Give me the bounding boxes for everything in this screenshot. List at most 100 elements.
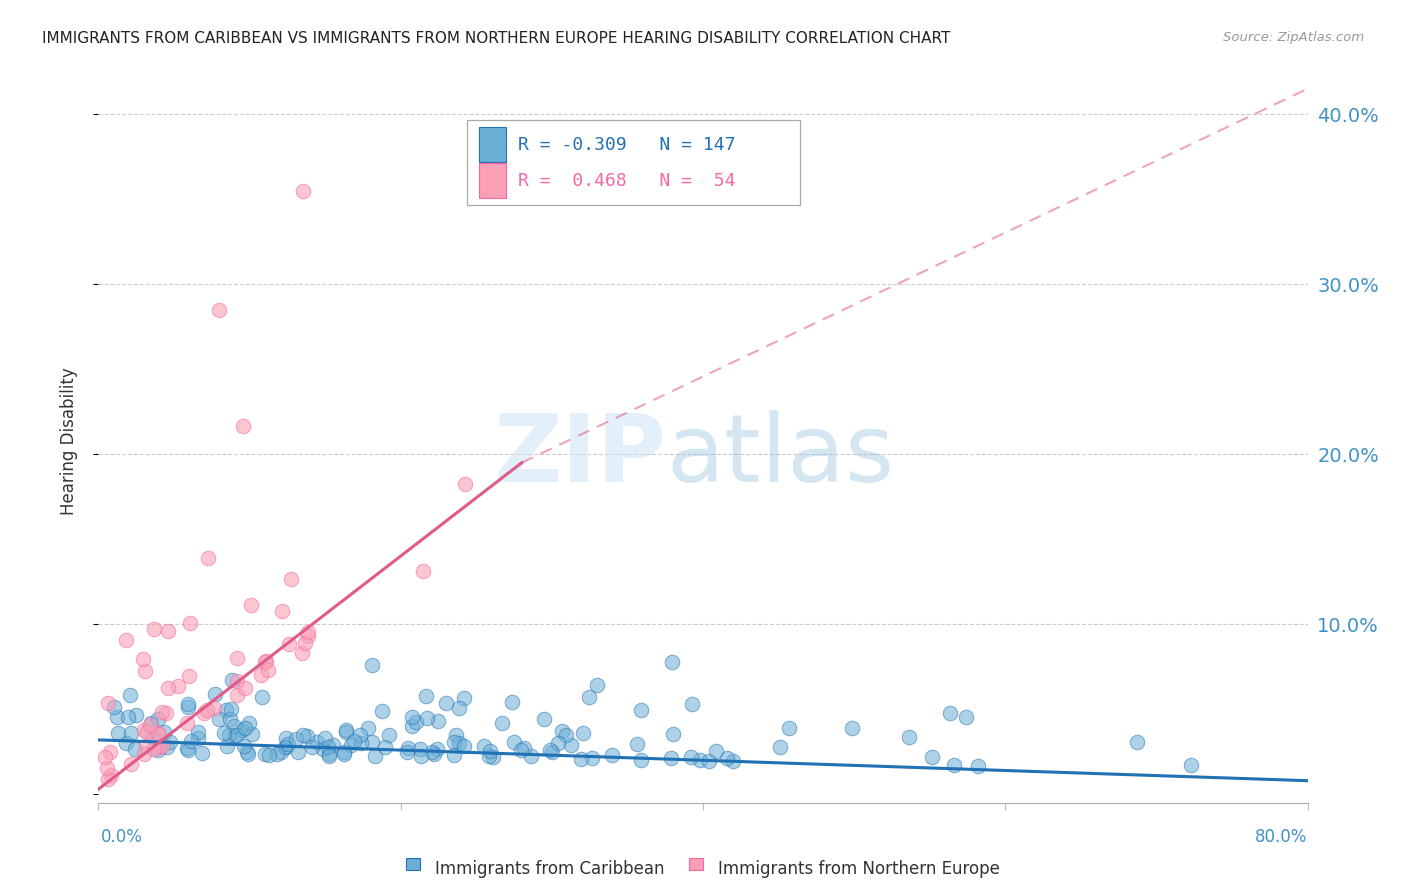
Point (167, 680, 190, 694)
Point (291, 184, 314, 198)
Point (453, 739, 475, 753)
Point (841, 721, 863, 735)
Point (898, 730, 921, 744)
Point (689, 753, 711, 767)
Point (231, 723, 253, 738)
Point (443, 748, 465, 763)
Point (955, 709, 977, 723)
Point (187, 725, 209, 739)
Point (721, 754, 744, 768)
Point (105, 710, 128, 724)
Point (193, 706, 215, 721)
Point (155, 739, 177, 754)
Point (600, 747, 623, 762)
Legend: Immigrants from Caribbean, Immigrants from Northern Europe: Immigrants from Caribbean, Immigrants fr… (406, 860, 1000, 878)
Point (115, 735, 138, 749)
Point (538, 742, 561, 756)
Point (156, 681, 179, 696)
Point (224, 719, 246, 733)
Point (423, 747, 446, 761)
Point (939, 706, 962, 720)
Point (307, 735, 329, 749)
Point (256, 664, 278, 678)
Point (233, 721, 256, 735)
Point (769, 739, 792, 754)
Point (581, 751, 603, 765)
Point (357, 721, 380, 735)
Point (276, 731, 298, 746)
Point (411, 748, 433, 763)
Point (630, 753, 652, 767)
Point (107, 726, 129, 740)
Point (233, 739, 256, 753)
Point (630, 703, 652, 717)
Point (254, 654, 277, 668)
Point (250, 690, 273, 704)
Point (120, 725, 142, 739)
Point (177, 697, 200, 711)
Point (921, 750, 943, 764)
Bar (479, 128, 506, 162)
Point (146, 712, 169, 726)
Point (533, 713, 555, 727)
Point (141, 716, 163, 731)
Point (443, 735, 465, 749)
Point (98, 745, 121, 759)
Point (661, 655, 683, 669)
Point (1180, 758, 1202, 772)
Point (180, 734, 202, 748)
Point (266, 747, 288, 761)
Point (412, 564, 434, 578)
Point (374, 739, 396, 754)
Point (396, 740, 419, 755)
Point (208, 712, 231, 726)
Point (333, 745, 356, 759)
Point (120, 757, 142, 772)
Text: 0.0%: 0.0% (101, 828, 143, 846)
Point (153, 724, 176, 739)
Bar (467, 120, 800, 205)
Point (159, 734, 181, 748)
Point (179, 669, 201, 683)
Point (232, 419, 254, 434)
Point (224, 728, 246, 742)
Point (395, 745, 418, 759)
Point (225, 728, 247, 742)
Text: ZIP: ZIP (494, 410, 666, 502)
Point (204, 687, 226, 701)
Point (276, 739, 298, 754)
Point (447, 701, 470, 715)
Point (401, 719, 423, 733)
Point (350, 736, 373, 750)
Point (240, 727, 263, 741)
Point (143, 742, 166, 756)
Point (716, 751, 738, 765)
Point (295, 729, 318, 743)
Point (146, 743, 169, 757)
Point (125, 708, 148, 723)
Point (136, 725, 159, 739)
Point (124, 742, 146, 756)
Point (572, 726, 595, 740)
Point (215, 739, 238, 754)
Point (291, 728, 314, 742)
Point (360, 734, 382, 748)
Point (311, 742, 333, 756)
Point (176, 740, 198, 755)
Point (520, 749, 543, 764)
Point (254, 747, 277, 761)
Point (297, 625, 319, 640)
Point (502, 735, 524, 749)
Point (405, 714, 427, 729)
Point (131, 651, 153, 665)
Point (191, 746, 214, 760)
Point (510, 742, 533, 756)
Point (139, 717, 162, 731)
Point (335, 723, 357, 738)
Point (187, 731, 209, 746)
Point (512, 740, 534, 755)
Point (454, 476, 477, 491)
Point (254, 655, 277, 669)
Point (218, 728, 240, 742)
Point (135, 739, 157, 753)
